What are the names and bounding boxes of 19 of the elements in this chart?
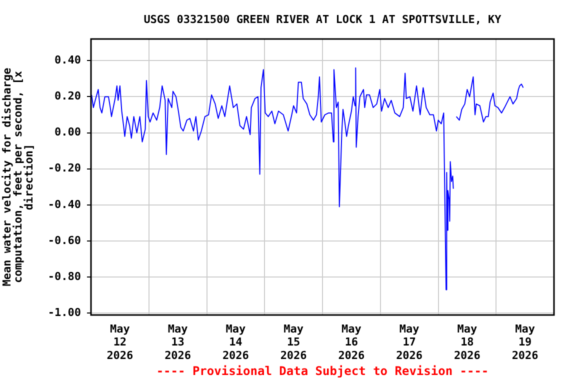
- x-tick-label: May 15 2026: [280, 322, 308, 362]
- y-tick-label: -0.80: [48, 270, 81, 283]
- y-tick-label: 0.00: [54, 126, 81, 139]
- x-tick-label: May 19 2026: [512, 322, 539, 362]
- y-tick-label: -0.60: [48, 234, 81, 247]
- y-tick-label: -0.20: [48, 162, 81, 175]
- chart-title: USGS 03321500 GREEN RIVER AT LOCK 1 AT SPOTTSVILLE, KY: [144, 12, 502, 26]
- y-tick-label: 0.20: [54, 90, 81, 103]
- x-tick-label: May 17 2026: [396, 322, 423, 362]
- x-tick-label: May 18 2026: [454, 322, 481, 362]
- y-tick-label: -1.00: [48, 306, 81, 320]
- x-tick-label: May 14 2026: [222, 322, 250, 362]
- y-axis-title: Mean water velocity for discharge computation, feet per second, [x direction]: [0, 67, 36, 286]
- text: ---- Provisional Data Subject to Revision ----: [155, 364, 490, 378]
- y-tick-label: -0.40: [48, 198, 81, 211]
- x-tick-label: May 12 2026: [106, 322, 134, 362]
- x-tick-label: May 16 2026: [338, 322, 366, 362]
- x-tick-label: May 13 2026: [164, 322, 192, 362]
- y-tick-label: 0.40: [54, 54, 81, 67]
